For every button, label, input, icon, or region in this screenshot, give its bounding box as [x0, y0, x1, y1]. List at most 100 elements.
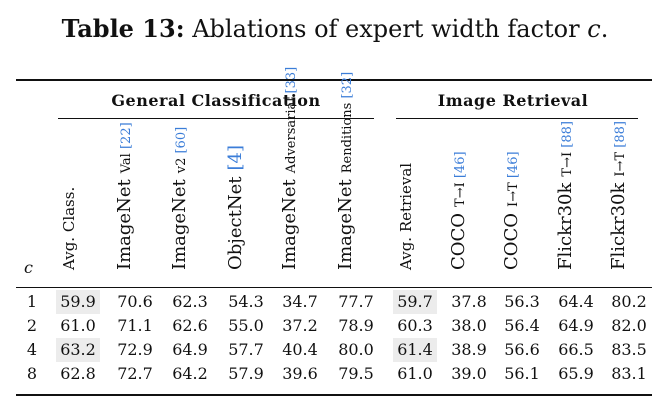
citation-link[interactable]: [33] — [284, 66, 299, 94]
table-cell: 56.4 — [504, 316, 540, 335]
column-header-sub: T→I [46] — [453, 151, 468, 207]
table-cell: 64.2 — [172, 364, 208, 383]
column-header: ObjectNet [4] — [225, 145, 246, 270]
table-cell: 64.9 — [172, 340, 208, 359]
column-header-main: ObjectNet — [225, 176, 246, 270]
table-cell: 82.0 — [611, 316, 647, 335]
table-cell: 63.2 — [56, 338, 100, 362]
bottom-rule — [16, 394, 652, 396]
column-header-main: ImageNet — [335, 179, 356, 270]
table-cell: 39.6 — [282, 364, 318, 383]
table-cell: 77.7 — [338, 292, 374, 311]
table-cell: 39.0 — [451, 364, 487, 383]
column-header-sub: I→T [46] — [506, 151, 521, 207]
column-header-main: ImageNet — [279, 179, 300, 270]
caption-variable: c — [587, 15, 601, 43]
table-cell: 65.9 — [558, 364, 594, 383]
table-cell: 79.5 — [338, 364, 374, 383]
table-cell: 66.5 — [558, 340, 594, 359]
table-row: 1 59.9 70.6 62.3 54.3 34.7 77.7 59.7 37.8 56.3 64.… — [0, 290, 670, 314]
table-cell: 72.9 — [117, 340, 153, 359]
table-cell: 56.1 — [504, 364, 540, 383]
table-cell: 61.0 — [60, 316, 96, 335]
c-column-header: c — [24, 258, 33, 277]
table-cell: 37.2 — [282, 316, 318, 335]
table-cell: 57.7 — [228, 340, 264, 359]
column-header-main: Avg. Retrieval — [397, 162, 415, 270]
column-header: COCO I→T [46] — [501, 151, 522, 270]
caption-end: . — [600, 15, 609, 43]
column-header-main: Flickr30k — [608, 182, 629, 270]
table-cell: 78.9 — [338, 316, 374, 335]
table-cell: 34.7 — [282, 292, 318, 311]
citation-link[interactable]: [46] — [506, 151, 521, 179]
top-rule — [16, 79, 652, 81]
table-cell: 62.3 — [172, 292, 208, 311]
c-value-cell: 4 — [26, 340, 38, 359]
citation-link[interactable]: [60] — [174, 126, 189, 154]
citation-link[interactable]: [46] — [453, 151, 468, 179]
citation-link[interactable]: [22] — [119, 122, 134, 150]
column-header: ImageNet Val [22] — [114, 122, 135, 270]
column-header-main: COCO — [501, 212, 522, 270]
table-cell: 83.5 — [611, 340, 647, 359]
table-row: 2 61.0 71.1 62.6 55.0 37.2 78.9 60.3 38.0 56.4 64.… — [0, 314, 670, 338]
column-header: ImageNet Adversarial [33] — [279, 67, 300, 270]
group-image-retrieval: Image Retrieval — [437, 91, 589, 110]
c-value-cell: 8 — [26, 364, 38, 383]
table-cell: 62.6 — [172, 316, 208, 335]
column-header-sub: Renditions [32] — [340, 71, 355, 174]
column-header: ImageNet v2 [60] — [169, 127, 190, 270]
table-cell: 56.3 — [504, 292, 540, 311]
table-cell: 61.0 — [397, 364, 433, 383]
column-header-main: ImageNet — [169, 179, 190, 270]
group-underline-general — [58, 118, 374, 119]
column-header-sub: Adversarial [33] — [284, 66, 299, 174]
table-cell: 59.7 — [393, 290, 437, 314]
column-header-sub: T→I [88] — [560, 121, 575, 177]
table-cell: 59.9 — [56, 290, 100, 314]
column-header: COCO T→I [46] — [448, 151, 469, 270]
column-header: Avg. Retrieval — [396, 163, 415, 270]
column-header-main: Flickr30k — [555, 182, 576, 270]
column-header-sub: Val [22] — [119, 122, 134, 174]
table-cell: 61.4 — [393, 338, 437, 362]
column-header-main: ImageNet — [114, 179, 135, 270]
c-value-cell: 1 — [26, 292, 38, 311]
table-cell: 70.6 — [117, 292, 153, 311]
table-cell: 72.7 — [117, 364, 153, 383]
caption-label: Table 13: — [61, 14, 185, 43]
column-header-sub: v2 [60] — [174, 126, 189, 174]
table-cell: 80.0 — [338, 340, 374, 359]
table-row: 4 63.2 72.9 64.9 57.7 40.4 80.0 61.4 38.9 56.6 66.… — [0, 338, 670, 362]
c-value-cell: 2 — [26, 316, 38, 335]
group-general-classification: General Classification — [111, 91, 321, 110]
table-cell: 83.1 — [611, 364, 647, 383]
column-header-main: COCO — [448, 212, 469, 270]
table-cell: 62.8 — [60, 364, 96, 383]
column-header-main: Avg. Class. — [60, 186, 78, 270]
column-header: ImageNet Renditions [32] — [335, 72, 356, 270]
table-cell: 80.2 — [611, 292, 647, 311]
table-cell: 55.0 — [228, 316, 264, 335]
table-caption: Table 13: Ablations of expert width fact… — [0, 14, 670, 43]
caption-text: Ablations of expert width factor — [192, 15, 580, 43]
table-cell: 64.4 — [558, 292, 594, 311]
group-underline-retrieval — [396, 118, 638, 119]
table-row: 8 62.8 72.7 64.2 57.9 39.6 79.5 61.0 39.0 56.1 65.… — [0, 362, 670, 386]
table-cell: 56.6 — [504, 340, 540, 359]
table-cell: 38.9 — [451, 340, 487, 359]
table-cell: 54.3 — [228, 292, 264, 311]
column-header-sub: I→T [88] — [613, 121, 628, 177]
table-cell: 57.9 — [228, 364, 264, 383]
mid-rule — [16, 287, 652, 288]
column-header: Flickr30k T→I [88] — [555, 121, 576, 270]
citation-link[interactable]: [4] — [225, 145, 246, 171]
table-cell: 60.3 — [397, 316, 433, 335]
table-cell: 37.8 — [451, 292, 487, 311]
citation-link[interactable]: [88] — [560, 121, 575, 148]
table-cell: 40.4 — [282, 340, 318, 359]
column-header: Avg. Class. — [59, 187, 78, 270]
citation-link[interactable]: [88] — [613, 121, 628, 148]
citation-link[interactable]: [32] — [340, 71, 355, 99]
